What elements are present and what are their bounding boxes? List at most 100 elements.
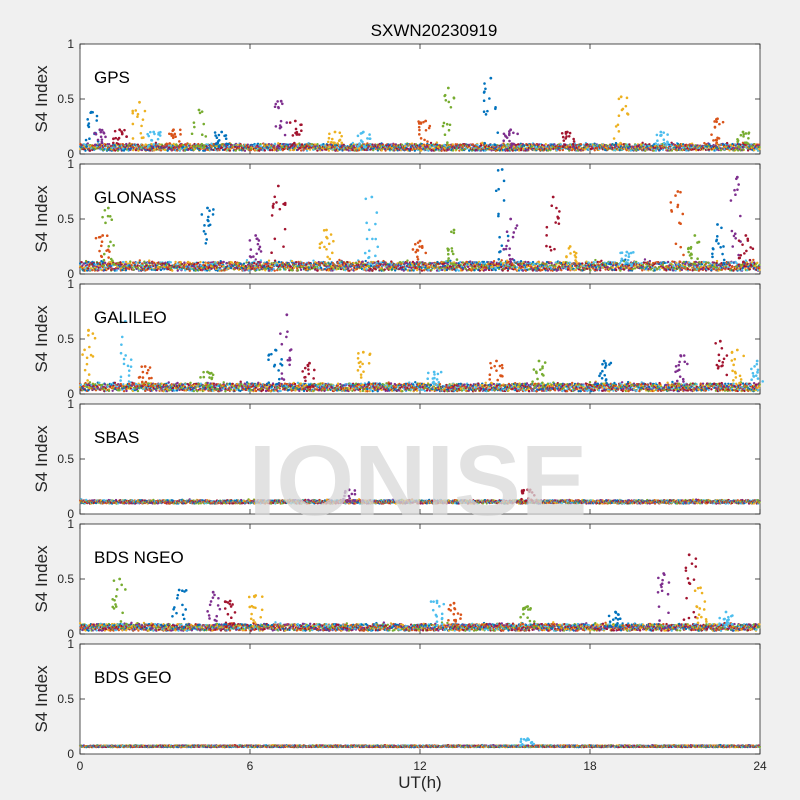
spike-point	[293, 141, 296, 145]
spike-point	[715, 141, 719, 144]
data-point	[517, 260, 520, 264]
spike-point	[88, 137, 91, 141]
data-point	[558, 149, 562, 152]
data-point	[719, 149, 723, 152]
spike-point	[95, 114, 99, 118]
spike-point	[112, 141, 115, 145]
data-point	[369, 264, 373, 268]
data-point	[404, 268, 407, 271]
spike-peak	[741, 130, 745, 134]
data-point	[296, 269, 300, 272]
spike-point	[144, 143, 147, 147]
spike-point	[368, 133, 371, 136]
spike-point	[291, 134, 295, 137]
data-point	[311, 143, 314, 146]
spike-peak	[152, 130, 156, 134]
data-point	[313, 265, 317, 269]
spike-point	[86, 124, 90, 127]
data-point	[499, 263, 503, 266]
spike-point	[274, 125, 278, 128]
spike-point	[327, 136, 331, 140]
data-point	[171, 269, 174, 272]
spike-point	[149, 130, 152, 134]
spike-point	[274, 102, 278, 106]
spike-peak	[424, 119, 428, 123]
data-point	[430, 268, 433, 272]
spike-point	[171, 136, 175, 140]
data-point	[346, 260, 349, 264]
data-point	[268, 148, 272, 152]
spike-point	[159, 130, 162, 134]
spike-point	[516, 132, 519, 136]
data-point	[245, 258, 249, 262]
data-point	[352, 261, 355, 265]
data-point	[474, 267, 478, 270]
spike-point	[217, 133, 221, 137]
spike-point	[278, 124, 282, 127]
data-point	[136, 264, 139, 267]
data-point	[561, 148, 565, 152]
spike-point	[493, 143, 497, 147]
data-point	[204, 148, 207, 151]
spike-point	[617, 114, 621, 118]
data-point	[138, 259, 141, 262]
data-point	[326, 147, 330, 150]
data-point	[254, 258, 257, 261]
spike-point	[85, 145, 88, 148]
spike-point	[496, 131, 500, 134]
spike-point	[331, 141, 335, 144]
spike-point	[279, 119, 283, 123]
spike-point	[136, 115, 139, 118]
data-point	[459, 260, 462, 264]
data-point	[80, 260, 83, 264]
spike-point	[716, 136, 719, 140]
data-point	[263, 149, 267, 152]
spike-point	[419, 137, 423, 140]
data-point	[122, 149, 126, 152]
data-point	[202, 261, 205, 264]
data-point	[284, 268, 287, 271]
data-point	[87, 147, 91, 150]
spike-point	[561, 135, 565, 139]
data-point	[347, 149, 350, 152]
data-point	[259, 259, 263, 262]
spike-point	[168, 142, 171, 145]
spike-point	[102, 131, 105, 134]
spike-point	[484, 87, 487, 91]
spike-point	[447, 100, 451, 104]
data-point	[742, 148, 745, 151]
data-point	[397, 264, 400, 267]
y-axis-label: S4 Index	[32, 65, 51, 133]
spike-point	[737, 145, 741, 149]
data-point	[415, 268, 419, 272]
data-point	[148, 259, 151, 262]
data-point	[154, 141, 158, 145]
data-point	[243, 149, 247, 152]
spike-point	[193, 125, 196, 129]
data-point	[513, 264, 516, 268]
spike-point	[98, 143, 101, 147]
data-point	[697, 148, 700, 152]
spike-peak	[619, 95, 623, 99]
data-point	[242, 262, 246, 265]
spike-point	[710, 133, 713, 136]
spike-point	[225, 142, 228, 146]
spike-point	[125, 135, 128, 138]
data-point	[364, 259, 367, 263]
spike-point	[217, 138, 221, 142]
spike-point	[424, 128, 428, 132]
data-point	[348, 269, 351, 272]
data-point	[178, 266, 181, 269]
spike-point	[444, 98, 448, 102]
spike-point	[619, 141, 622, 145]
data-point	[292, 266, 296, 270]
data-point	[240, 144, 243, 147]
spike-point	[662, 138, 666, 141]
spike-point	[215, 136, 219, 140]
data-point	[169, 261, 173, 264]
data-point	[500, 265, 503, 269]
spike-point	[563, 143, 567, 147]
data-point	[290, 259, 294, 263]
spike-point	[200, 133, 204, 136]
spike-point	[93, 131, 96, 135]
